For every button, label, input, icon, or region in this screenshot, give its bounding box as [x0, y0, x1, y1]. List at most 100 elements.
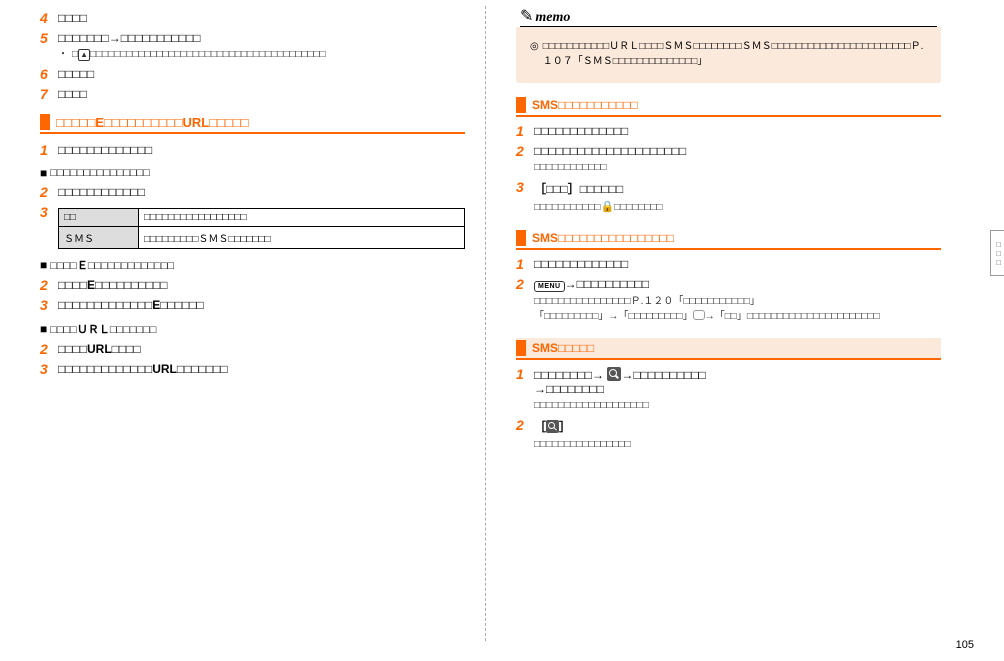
menu-icon: MENU [534, 281, 565, 292]
step-a1: 1 □□□□□□□□□□□□□ [40, 142, 465, 158]
note-text: →「□□」□□□□□□□□□□□□□□□□□□□□□□ [705, 311, 880, 322]
note-text: □□□□□□□□□□□□□□□□Ｐ.１２０「□□□□□□□□□□□」 [534, 294, 941, 309]
step-a2b: 2 □□□□E□□□□□□□□□□ [40, 277, 465, 293]
section-bar-icon [516, 340, 526, 356]
step-note: □□□□□□□□□□□□□□□□□□□ [534, 398, 941, 413]
step-number: 1 [40, 142, 58, 158]
step-a2: 2 □□□□□□□□□□□□ [40, 184, 465, 200]
table-row: □□ □□□□□□□□□□□□□□□□□ [59, 209, 465, 227]
subheading: ■ □□□□ＵＲＬ□□□□□□□ [40, 321, 465, 337]
right-column: ✎ memo ◎ □□□□□□□□□□□ＵＲＬ□□□□ＳＭＳ□□□□□□□□ＳＭ… [486, 0, 971, 661]
step-number: 3 [40, 361, 58, 377]
subheading: ■ □□□□□□□□□□□□□□□ [40, 166, 465, 180]
subheading-text: □□□□ＵＲＬ□□□□□□□ [50, 321, 156, 337]
section-heading-sms-c: SMS□□□□□□□□□□□□□□□□ [516, 230, 941, 250]
step-number: 1 [516, 256, 534, 272]
step-5: 5 □□□□□□□→□□□□□□□□□□□ ・ □▲□□□□□□□□□□□□□□… [40, 30, 465, 62]
step-number: 2 [40, 277, 58, 293]
arrow-icon: → [621, 368, 633, 382]
step-note: □□□□□□□□□□□🔒□□□□□□□□ [534, 199, 941, 216]
step-a2c: 2 □□□□URL□□□□ [40, 341, 465, 357]
step-d1: 1 □□□□□□□□→ →□□□□□□□□□□ →□□□□□□□□ □□□□□□… [516, 366, 941, 413]
step-label: □□□□□□□□□□ [577, 277, 649, 291]
search-icon [546, 420, 559, 433]
left-column: 4 □□□□ 5 □□□□□□□→□□□□□□□□□□□ ・ □▲□□□□□□□… [0, 0, 485, 661]
memo-box: ✎ memo ◎ □□□□□□□□□□□ＵＲＬ□□□□ＳＭＳ□□□□□□□□ＳＭ… [516, 6, 941, 83]
diamond-bullet-icon: ◎ [530, 39, 539, 69]
side-tab: □□□ [990, 230, 1004, 276]
upload-icon: ▲ [78, 49, 90, 61]
arrow-icon: → [109, 31, 121, 45]
square-bullet-icon: ■ [40, 322, 47, 336]
table-cell: □□ [59, 209, 139, 227]
table-cell: □□□□□□□□□□□□□□□□□ [139, 209, 465, 227]
page-number: 105 [956, 639, 974, 651]
step-number: 2 [40, 341, 58, 357]
section-heading-sms-b: SMS□□□□□□□□□□□ [516, 97, 941, 117]
step-label: □□□□□□□□□□□□□URL□□□□□□□ [58, 362, 228, 376]
section-title: SMS□□□□□□□□□□□ [532, 98, 638, 112]
section-title: □□□□□E□□□□□□□□□□URL□□□□□ [56, 115, 248, 130]
search-icon [607, 367, 621, 381]
step-label: □□□□□□□□ [534, 368, 592, 382]
message-bubble-icon [693, 310, 705, 320]
step-7: 7 □□□□ [40, 86, 465, 102]
step-note: ・ □▲□□□□□□□□□□□□□□□□□□□□□□□□□□□□□□□□□□□□… [58, 47, 465, 62]
step-b1: 1 □□□□□□□□□□□□□ [516, 123, 941, 139]
step-6: 6 □□□□□ [40, 66, 465, 82]
section-title: SMS□□□□□□□□□□□□□□□□ [532, 231, 674, 245]
section-title: SMS□□□□□ [532, 341, 594, 355]
square-bullet-icon: ■ [40, 166, 47, 180]
step-b3: 3 ［□□□］□□□□□□ □□□□□□□□□□□🔒□□□□□□□□ [516, 179, 941, 216]
step-label: □□□□□□□□□□ [633, 368, 705, 382]
step-label: □□□□□□□ [58, 31, 109, 45]
step-label: □□□ [546, 182, 568, 196]
pencil-icon: ✎ [520, 6, 533, 26]
table-cell: ＳＭＳ [59, 227, 139, 249]
note-text: □□□□□□□□ [614, 202, 662, 213]
lock-icon: 🔒 [600, 201, 614, 213]
step-note: □□□□□□□□□□□□□□□□ [534, 437, 941, 452]
step-number: 4 [40, 10, 58, 26]
step-number: 3 [516, 179, 534, 195]
step-label: □□□□□ [58, 67, 94, 81]
step-d2: 2 ［］ □□□□□□□□□□□□□□□□ [516, 417, 941, 452]
step-number: 7 [40, 86, 58, 102]
step-number: 2 [516, 417, 534, 433]
step-number: 3 [40, 204, 58, 220]
subheading-text: □□□□Ｅ□□□□□□□□□□□□□ [50, 257, 174, 273]
step-label: □□□□ [58, 87, 87, 101]
step-label: □□□□URL□□□□ [58, 342, 141, 356]
section-heading-email-url: □□□□□E□□□□□□□□□□URL□□□□□ [40, 114, 465, 134]
step-4: 4 □□□□ [40, 10, 465, 26]
step-label: □□□□□□□□□□□ [121, 31, 201, 45]
note-text: 「□□□□□□□□□」→「□□□□□□□□□」 [534, 311, 693, 322]
bullet: ・ [58, 47, 68, 62]
section-bar-icon [516, 97, 526, 113]
step-label: □□□□□□□□□□□□□ [534, 257, 628, 271]
step-c1: 1 □□□□□□□□□□□□□ [516, 256, 941, 272]
step-label: □□□□□□ [580, 182, 624, 196]
arrow-icon: → [565, 277, 577, 291]
table-row: ＳＭＳ □□□□□□□□□ＳＭＳ□□□□□□□ [59, 227, 465, 249]
step-label: □□□□E□□□□□□□□□□ [58, 278, 167, 292]
memo-text: □□□□□□□□□□□ＵＲＬ□□□□ＳＭＳ□□□□□□□□ＳＭＳ□□□□□□□□… [543, 39, 927, 69]
step-label: □□□□□□□□□□□□□E□□□□□□ [58, 298, 204, 312]
step-label: □□□□□□□□□□□□□ [534, 124, 628, 138]
section-heading-sms-d: SMS□□□□□ [516, 338, 941, 360]
step-number: 5 [40, 30, 58, 46]
step-label: □□□□□□□□□□□□□□□□□□□□□ [534, 144, 686, 158]
step-label: □□□□□□□□□□□□ [58, 185, 145, 199]
step-label: □□□□□□□□□□□□□ [58, 143, 152, 157]
arrow-icon: → [592, 368, 604, 382]
subheading-text: □□□□□□□□□□□□□□□ [50, 167, 150, 179]
step-note: □□□□□□□□□□□□□□□□Ｐ.１２０「□□□□□□□□□□□」 「□□□□… [534, 294, 941, 324]
step-number: 2 [516, 143, 534, 159]
step-number: 3 [40, 297, 58, 313]
step-number: 2 [516, 276, 534, 292]
step-b2: 2 □□□□□□□□□□□□□□□□□□□□□ □□□□□□□□□□□□ [516, 143, 941, 175]
section-bar-icon [516, 230, 526, 246]
note-text: □□□□□□□□□□□□□□□□□□□□□□□□□□□□□□□□□□□□□□□ [90, 49, 326, 60]
step-number: 1 [516, 366, 534, 382]
note-text: □□□□□□□□□□□ [534, 202, 600, 213]
